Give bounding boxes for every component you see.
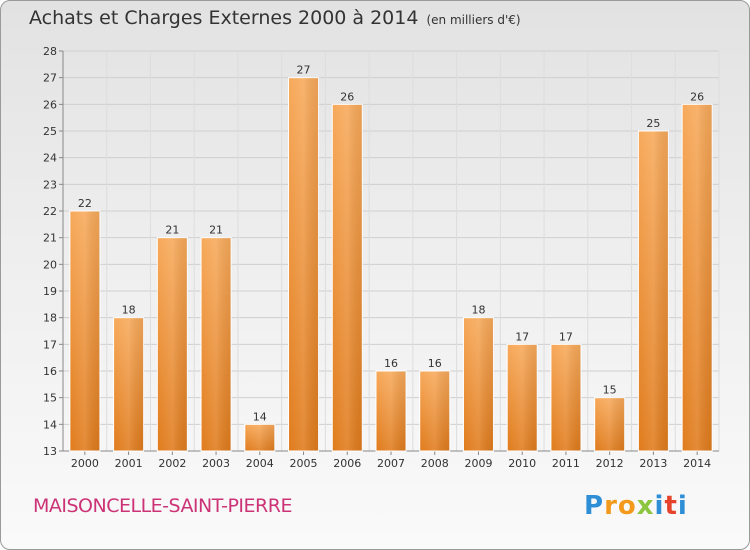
ytick-label: 18 xyxy=(43,312,57,325)
bar-shine-2001 xyxy=(113,317,144,451)
bar-shine-2007 xyxy=(376,371,406,451)
ytick-label: 19 xyxy=(43,285,57,298)
ytick-label: 17 xyxy=(43,338,57,351)
bar-shine-2005 xyxy=(288,77,319,452)
logo-letter: i xyxy=(677,491,688,521)
logo-letter: x xyxy=(636,491,655,521)
logo-letter: i xyxy=(654,491,665,521)
bar-shine-2004 xyxy=(244,424,275,451)
xtick-label: 2014 xyxy=(683,457,711,470)
xtick-label: 2007 xyxy=(377,457,405,470)
bar-shine-2009 xyxy=(463,317,494,451)
bar-shine-2010 xyxy=(507,344,538,451)
ytick-label: 13 xyxy=(43,445,57,458)
xtick-label: 2001 xyxy=(115,457,143,470)
ytick-label: 27 xyxy=(43,72,57,85)
data-label-2008: 16 xyxy=(428,357,442,370)
data-label-2003: 21 xyxy=(209,224,223,237)
data-label-2007: 16 xyxy=(384,357,398,370)
xtick-label: 2008 xyxy=(421,457,449,470)
ytick-label: 20 xyxy=(43,258,57,271)
logo-letter: o xyxy=(617,491,637,521)
data-label-2002: 21 xyxy=(165,224,179,237)
bar-shine-2012 xyxy=(594,397,625,451)
xtick-label: 2012 xyxy=(596,457,624,470)
data-label-2000: 22 xyxy=(78,197,92,210)
xtick-label: 2009 xyxy=(464,457,492,470)
xtick-label: 2003 xyxy=(202,457,230,470)
bar-shine-2002 xyxy=(157,237,188,451)
xtick-label: 2002 xyxy=(158,457,186,470)
bar-shine-2006 xyxy=(332,104,363,451)
ytick-label: 16 xyxy=(43,365,57,378)
bar-shine-2014 xyxy=(682,104,713,451)
logo-letter: r xyxy=(604,491,618,521)
xtick-label: 2010 xyxy=(508,457,536,470)
data-label-2006: 26 xyxy=(340,90,354,103)
logo-letter: P xyxy=(584,491,605,521)
logo-letter: t xyxy=(664,491,678,521)
data-label-2011: 17 xyxy=(559,330,573,343)
chart-title: Achats et Charges Externes 2000 à 2014 (e… xyxy=(29,7,521,29)
ytick-label: 23 xyxy=(43,178,57,191)
ytick-label: 15 xyxy=(43,392,57,405)
data-labels: 22 18 21 21 14 27 26 16 16 18 17 17 15 25 26 xyxy=(78,64,704,424)
xtick-label: 2013 xyxy=(639,457,667,470)
xtick-label: 2006 xyxy=(333,457,361,470)
xtick-label: 2004 xyxy=(246,457,274,470)
xtick-label: 2011 xyxy=(552,457,580,470)
data-label-2013: 25 xyxy=(646,117,660,130)
bars xyxy=(69,77,713,452)
ytick-label: 22 xyxy=(43,205,57,218)
bar-shine-2000 xyxy=(69,211,100,451)
ytick-label: 24 xyxy=(43,152,57,165)
ytick-label: 25 xyxy=(43,125,57,138)
data-label-2005: 27 xyxy=(297,64,311,77)
data-label-2009: 18 xyxy=(471,304,485,317)
chart-unit: (en milliers d'€) xyxy=(426,13,521,27)
location-name: MAISONCELLE-SAINT-PIERRE xyxy=(33,495,292,517)
data-label-2010: 17 xyxy=(515,330,529,343)
bar-shine-2008 xyxy=(419,371,450,451)
bar-shine-2013 xyxy=(638,131,669,451)
ytick-label: 26 xyxy=(43,98,57,111)
data-label-2001: 18 xyxy=(122,304,136,317)
ytick-label: 21 xyxy=(43,232,57,245)
bar-shine-2003 xyxy=(201,237,232,451)
ytick-label: 14 xyxy=(43,418,57,431)
proxiti-logo: Proxiti xyxy=(584,491,688,521)
chart-title-text: Achats et Charges Externes 2000 à 2014 xyxy=(29,7,419,29)
data-label-2012: 15 xyxy=(603,384,617,397)
xtick-label: 2005 xyxy=(290,457,318,470)
ytick-label: 28 xyxy=(43,45,57,58)
xtick-label: 2000 xyxy=(71,457,99,470)
data-label-2014: 26 xyxy=(690,90,704,103)
bar-shine-2011 xyxy=(550,344,581,451)
data-label-2004: 14 xyxy=(253,410,267,423)
